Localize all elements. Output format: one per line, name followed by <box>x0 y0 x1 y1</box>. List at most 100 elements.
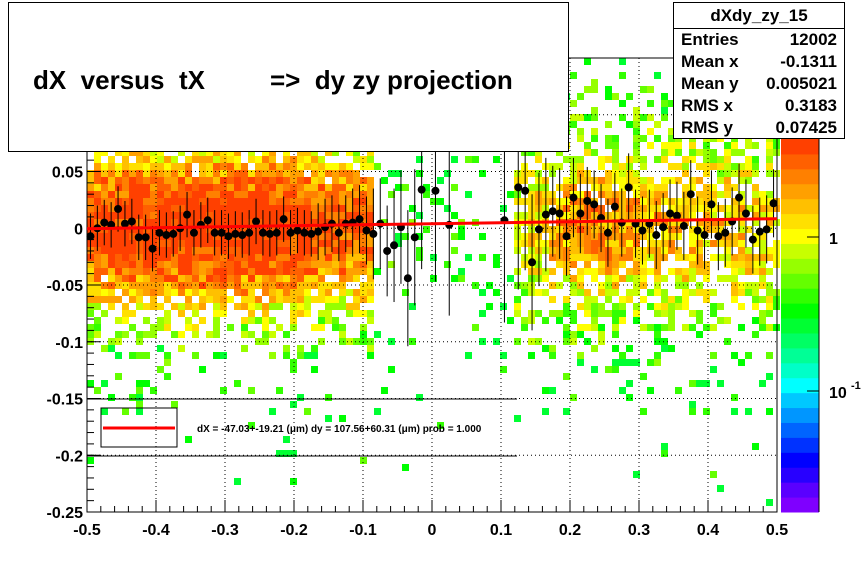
heatmap-cell <box>367 289 374 296</box>
heatmap-cell <box>528 191 535 198</box>
heatmap-cell <box>192 212 199 219</box>
heatmap-cell <box>94 289 101 296</box>
heatmap-cell <box>332 163 339 170</box>
heatmap-cell <box>199 163 206 170</box>
heatmap-cell <box>675 303 682 310</box>
heatmap-cell <box>157 268 164 275</box>
heatmap-cell <box>297 289 304 296</box>
heatmap-cell <box>612 163 619 170</box>
heatmap-cell <box>276 324 283 331</box>
heatmap-cell <box>290 170 297 177</box>
heatmap-cell <box>129 205 136 212</box>
heatmap-cell <box>276 191 283 198</box>
heatmap-cell <box>206 331 213 338</box>
profile-point <box>210 228 219 237</box>
heatmap-cell <box>136 170 143 177</box>
heatmap-cell <box>612 345 619 352</box>
heatmap-cell <box>752 240 759 247</box>
heatmap-cell <box>619 303 626 310</box>
heatmap-cell <box>318 184 325 191</box>
heatmap-cell <box>290 184 297 191</box>
heatmap-cell <box>654 191 661 198</box>
heatmap-cell <box>234 380 241 387</box>
heatmap-cell <box>766 205 773 212</box>
heatmap-cell <box>283 240 290 247</box>
heatmap-cell <box>199 254 206 261</box>
heatmap-cell <box>290 226 297 233</box>
heatmap-cell <box>724 170 731 177</box>
heatmap-cell <box>220 303 227 310</box>
heatmap-cell <box>234 191 241 198</box>
heatmap-cell <box>633 191 640 198</box>
heatmap-cell <box>297 212 304 219</box>
heatmap-cell <box>269 317 276 324</box>
heatmap-cell <box>185 156 192 163</box>
heatmap-cell <box>367 191 374 198</box>
heatmap-cell <box>262 205 269 212</box>
heatmap-cell <box>283 212 290 219</box>
heatmap-cell <box>570 72 577 79</box>
heatmap-cell <box>136 226 143 233</box>
heatmap-cell <box>381 387 388 394</box>
heatmap-cell <box>724 156 731 163</box>
palette-swatch <box>781 288 819 304</box>
heatmap-cell <box>143 226 150 233</box>
profile-point <box>148 244 157 253</box>
heatmap-cell <box>262 184 269 191</box>
heatmap-cell <box>178 275 185 282</box>
heatmap-cell <box>227 212 234 219</box>
profile-point <box>707 200 716 209</box>
heatmap-cell <box>227 170 234 177</box>
heatmap-cell <box>619 296 626 303</box>
heatmap-cell <box>367 261 374 268</box>
heatmap-cell <box>129 212 136 219</box>
heatmap-cell <box>241 191 248 198</box>
heatmap-cell <box>185 296 192 303</box>
heatmap-cell <box>234 289 241 296</box>
x-tick-label: 0.3 <box>628 522 650 539</box>
heatmap-cell <box>640 184 647 191</box>
heatmap-cell <box>409 338 416 345</box>
heatmap-cell <box>640 163 647 170</box>
heatmap-cell <box>178 247 185 254</box>
heatmap-cell <box>276 212 283 219</box>
stats-value: 0.3183 <box>785 96 837 115</box>
heatmap-cell <box>304 352 311 359</box>
heatmap-cell <box>304 240 311 247</box>
stats-row-entries: Entries 12002 <box>674 30 844 52</box>
heatmap-cell <box>591 268 598 275</box>
profile-point <box>231 229 240 238</box>
heatmap-cell <box>766 219 773 226</box>
heatmap-cell <box>577 275 584 282</box>
heatmap-cell <box>101 163 108 170</box>
heatmap-cell <box>290 317 297 324</box>
heatmap-cell <box>164 310 171 317</box>
heatmap-cell <box>325 268 332 275</box>
heatmap-cell <box>192 184 199 191</box>
heatmap-cell <box>745 408 752 415</box>
heatmap-cell <box>94 156 101 163</box>
y-tick-label: -0.05 <box>47 278 84 295</box>
heatmap-cell <box>514 191 521 198</box>
heatmap-cell <box>626 226 633 233</box>
heatmap-cell <box>759 261 766 268</box>
profile-point <box>603 228 612 237</box>
heatmap-cell <box>598 289 605 296</box>
heatmap-cell <box>87 170 94 177</box>
heatmap-cell <box>332 317 339 324</box>
heatmap-cell <box>248 261 255 268</box>
heatmap-cell <box>269 352 276 359</box>
heatmap-cell <box>640 275 647 282</box>
heatmap-cell <box>108 303 115 310</box>
heatmap-cell <box>640 233 647 240</box>
profile-point <box>155 228 164 237</box>
heatmap-cell <box>94 191 101 198</box>
heatmap-cell <box>584 114 591 121</box>
heatmap-cell <box>766 268 773 275</box>
heatmap-cell <box>514 303 521 310</box>
heatmap-cell <box>570 254 577 261</box>
heatmap-cell <box>108 296 115 303</box>
heatmap-cell <box>213 289 220 296</box>
heatmap-cell <box>570 275 577 282</box>
heatmap-cell <box>577 114 584 121</box>
